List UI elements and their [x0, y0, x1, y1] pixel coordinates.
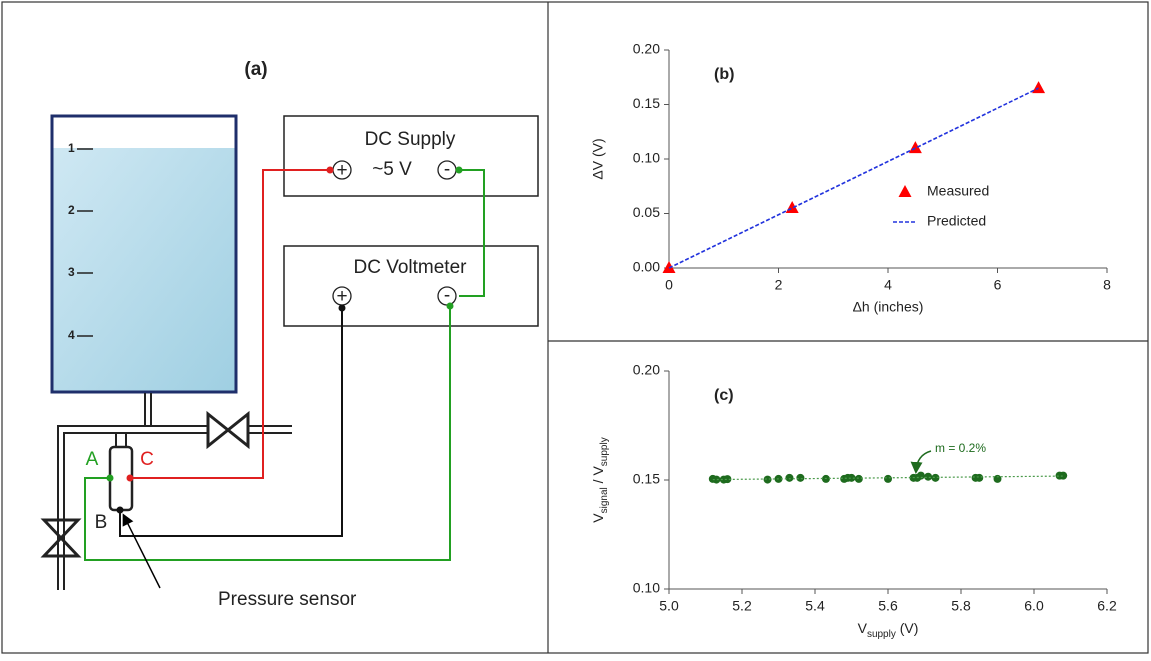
legend-label: Predicted: [927, 213, 986, 229]
marker: [884, 474, 892, 483]
x-tick-label: 6.0: [1024, 598, 1044, 614]
x-axis-label: Δh (inches): [853, 299, 924, 315]
supply-voltage: ~5 V: [372, 159, 412, 180]
axis-label-part: / V: [590, 466, 606, 488]
marker: [1032, 81, 1046, 94]
terminal-sign: +: [336, 160, 347, 181]
x-tick-label: 5.6: [878, 598, 898, 614]
voltmeter-box: [283, 245, 539, 327]
x-tick-label: 0: [665, 277, 673, 293]
marker: [662, 261, 676, 273]
panel-label: (a): [244, 59, 267, 80]
y-tick-label: 0.05: [633, 204, 660, 220]
axis-label-part: supply: [867, 629, 896, 640]
y-tick-label: 0.00: [633, 259, 660, 275]
y-tick-label: 0.20: [633, 41, 660, 57]
level-label: 4: [68, 328, 75, 342]
supply-box: [283, 115, 539, 197]
panel-label: (c): [714, 387, 734, 404]
supply-title: DC Supply: [365, 129, 456, 150]
line: [712, 475, 1064, 481]
level-ticks: [77, 148, 93, 337]
annotation-arrow: [910, 450, 932, 474]
terminal-sign: -: [444, 285, 450, 306]
marker: [723, 475, 732, 484]
y-axis-label: ΔV (V): [590, 138, 606, 179]
marker: [931, 473, 940, 482]
y-tick-label: 0.10: [633, 150, 660, 166]
marker: [993, 474, 1002, 483]
marker: [847, 473, 856, 482]
diagram: (a) 1 2 3 4 DC Supply ~5 V DC Voltmeter: [40, 59, 539, 610]
marker: [924, 472, 933, 481]
marker: [763, 475, 772, 484]
y-tick-label: 0.15: [633, 95, 660, 111]
level-label: 3: [68, 265, 75, 279]
axis-label-part: supply: [599, 437, 610, 466]
water: [52, 148, 236, 392]
marker: [1059, 471, 1068, 480]
x-tick-label: 5.0: [659, 598, 679, 614]
x-tick-label: 8: [1103, 277, 1111, 293]
level-label: 2: [68, 203, 75, 217]
marker: [916, 471, 925, 480]
axis-label-part: signal: [599, 487, 610, 513]
marker: [796, 473, 805, 482]
terminal-label: A: [86, 449, 99, 470]
y-tick-label: 0.20: [633, 362, 660, 378]
marker: [975, 473, 984, 482]
marker: [785, 473, 794, 482]
x-tick-label: 6.2: [1097, 598, 1117, 614]
x-tick-label: 6: [994, 277, 1002, 293]
marker: [854, 474, 863, 483]
sensor-label: Pressure sensor: [218, 589, 357, 610]
line: [668, 87, 1039, 269]
axis-label-part: (V): [896, 620, 919, 636]
x-tick-label: 5.2: [732, 598, 752, 614]
level-label: 1: [68, 141, 75, 155]
terminal-label: B: [95, 512, 108, 533]
legend-label: Measured: [927, 183, 989, 199]
x-tick-label: 5.4: [805, 598, 825, 614]
terminal-sign: -: [444, 159, 450, 180]
tank: [50, 114, 238, 394]
axis-label: Vsupply (V): [858, 620, 919, 640]
marker: [712, 475, 721, 484]
legend-marker: [898, 185, 912, 197]
axis-label: Vsignal / Vsupply: [590, 437, 610, 522]
annotation: m = 0.2%: [935, 441, 986, 455]
marker: [785, 201, 799, 214]
panel-label: (b): [714, 66, 734, 83]
axis-label-part: V: [590, 513, 606, 523]
y-tick-label: 0.10: [633, 580, 660, 596]
terminal-label: C: [140, 449, 154, 470]
axis-label-part: V: [858, 620, 868, 636]
terminal-sign: +: [336, 286, 347, 307]
x-tick-label: 5.8: [951, 598, 971, 614]
x-tick-label: 4: [884, 277, 892, 293]
sensor-arrow: [122, 513, 161, 589]
y-tick-label: 0.15: [633, 471, 660, 487]
wires: [84, 169, 485, 561]
voltmeter-title: DC Voltmeter: [354, 257, 468, 278]
x-tick-label: 2: [775, 277, 783, 293]
marker: [908, 141, 922, 154]
